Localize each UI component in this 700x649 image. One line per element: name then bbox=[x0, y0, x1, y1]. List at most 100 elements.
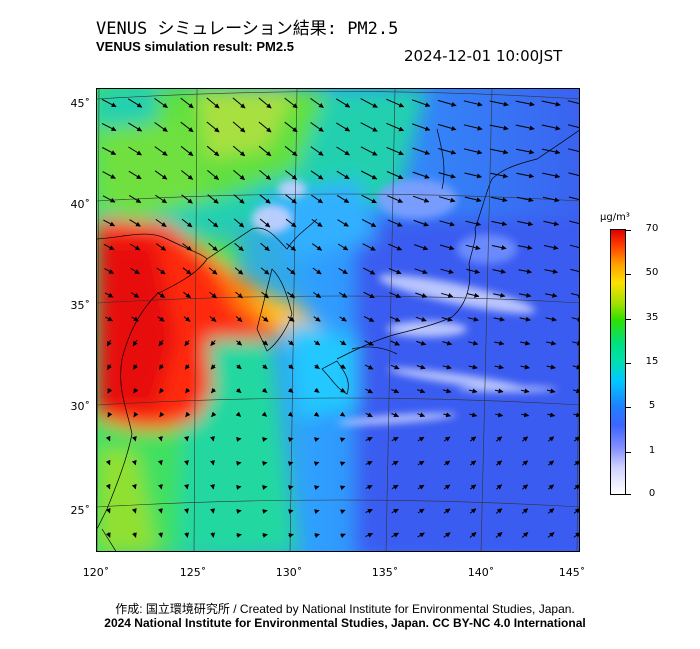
wind-arrow bbox=[516, 172, 535, 179]
wind-arrow bbox=[258, 121, 272, 133]
wind-arrow bbox=[102, 195, 116, 203]
wind-arrow bbox=[391, 532, 399, 538]
map-svg bbox=[97, 89, 579, 551]
wind-arrow bbox=[573, 412, 579, 418]
wind-arrow bbox=[412, 195, 430, 203]
wind-arrow bbox=[287, 291, 295, 299]
wind-arrow bbox=[521, 484, 529, 490]
wind-arrow bbox=[464, 196, 482, 203]
wind-arrow bbox=[443, 460, 451, 466]
wind-arrow bbox=[180, 121, 194, 133]
wind-arrow bbox=[131, 483, 137, 490]
wind-arrow bbox=[209, 316, 217, 322]
wind-arrow bbox=[101, 98, 117, 108]
wind-arrow bbox=[519, 316, 531, 322]
wind-arrow bbox=[335, 98, 351, 108]
wind-arrow bbox=[155, 218, 167, 228]
wind-arrow bbox=[183, 291, 191, 299]
wind-arrow bbox=[388, 243, 403, 251]
colorbar-unit: μg/m³ bbox=[600, 212, 630, 223]
wind-arrow bbox=[417, 532, 425, 538]
wind-arrow bbox=[233, 169, 245, 181]
wind-arrow bbox=[416, 364, 426, 370]
wind-arrow bbox=[310, 97, 324, 109]
wind-arrow bbox=[284, 121, 298, 133]
wind-arrow bbox=[495, 532, 503, 538]
wind-arrow bbox=[365, 485, 373, 490]
wind-arrow bbox=[443, 532, 451, 538]
wind-arrow bbox=[547, 484, 555, 490]
wind-arrow bbox=[184, 484, 189, 490]
wind-arrow bbox=[157, 291, 166, 299]
wind-arrow bbox=[156, 243, 167, 251]
wind-arrow bbox=[417, 484, 425, 490]
wind-arrow bbox=[567, 100, 579, 105]
wind-arrow bbox=[515, 124, 535, 131]
colorbar-tick-35: 35 bbox=[645, 312, 659, 323]
wind-arrow bbox=[210, 460, 215, 466]
wind-arrow bbox=[185, 387, 191, 394]
wind-arrow bbox=[491, 245, 507, 251]
wind-arrow bbox=[467, 316, 479, 322]
wind-arrow bbox=[314, 509, 320, 515]
wind-arrow bbox=[210, 436, 215, 442]
wind-arrow bbox=[157, 508, 163, 514]
wind-arrow bbox=[286, 243, 296, 251]
wind-arrow bbox=[258, 97, 272, 109]
wind-arrow bbox=[132, 532, 137, 538]
wind-arrow bbox=[157, 459, 163, 466]
wind-arrow bbox=[546, 340, 557, 346]
wind-arrow bbox=[495, 460, 503, 466]
wind-arrow bbox=[468, 364, 478, 370]
wind-arrow bbox=[288, 509, 294, 514]
wind-arrow bbox=[489, 100, 509, 107]
wind-arrow bbox=[259, 170, 271, 180]
wind-arrow bbox=[131, 508, 137, 514]
wind-arrow bbox=[288, 533, 294, 538]
wind-arrow bbox=[517, 245, 533, 250]
wind-arrow bbox=[314, 533, 320, 538]
wind-arrow bbox=[338, 267, 348, 275]
wind-arrow bbox=[389, 292, 402, 298]
title-en: VENUS simulation result: PM2.5 bbox=[96, 39, 294, 54]
wind-arrow bbox=[207, 194, 219, 204]
wind-arrow bbox=[310, 170, 324, 180]
wind-arrow bbox=[106, 339, 112, 347]
wind-arrow bbox=[157, 484, 163, 490]
wind-arrow bbox=[493, 316, 505, 322]
wind-arrow bbox=[438, 196, 456, 203]
wind-arrow bbox=[236, 485, 242, 490]
wind-arrow bbox=[103, 219, 116, 227]
wind-arrow bbox=[463, 100, 483, 107]
wind-arrow bbox=[131, 459, 137, 466]
wind-arrow bbox=[262, 485, 268, 490]
wind-arrow bbox=[365, 388, 374, 394]
wind-arrow bbox=[262, 461, 268, 466]
wind-arrow bbox=[521, 412, 530, 418]
wind-arrow bbox=[130, 292, 140, 298]
wind-arrow bbox=[157, 436, 163, 442]
wind-arrow bbox=[572, 340, 579, 346]
wind-arrow bbox=[387, 195, 404, 203]
lon-label-145: 145˚ bbox=[558, 566, 586, 579]
wind-arrow bbox=[313, 316, 321, 322]
wind-arrow bbox=[391, 436, 399, 442]
wind-arrow bbox=[340, 387, 346, 393]
wind-arrow bbox=[311, 218, 323, 228]
wind-arrow bbox=[336, 146, 350, 156]
wind-arrow bbox=[520, 340, 531, 346]
wind-arrow bbox=[313, 461, 320, 467]
wind-arrow bbox=[469, 460, 477, 466]
wind-arrow bbox=[107, 411, 113, 418]
wind-arrow bbox=[339, 485, 346, 491]
wind-arrow bbox=[104, 292, 114, 298]
colorbar bbox=[610, 229, 626, 495]
wind-arrow bbox=[338, 292, 348, 298]
wind-arrow bbox=[573, 436, 579, 442]
wind-arrow bbox=[105, 507, 111, 514]
wind-arrow bbox=[391, 388, 400, 394]
wind-arrow bbox=[233, 218, 245, 228]
wind-arrow bbox=[519, 292, 532, 298]
wind-arrow bbox=[495, 484, 503, 490]
wind-arrow bbox=[210, 508, 216, 514]
